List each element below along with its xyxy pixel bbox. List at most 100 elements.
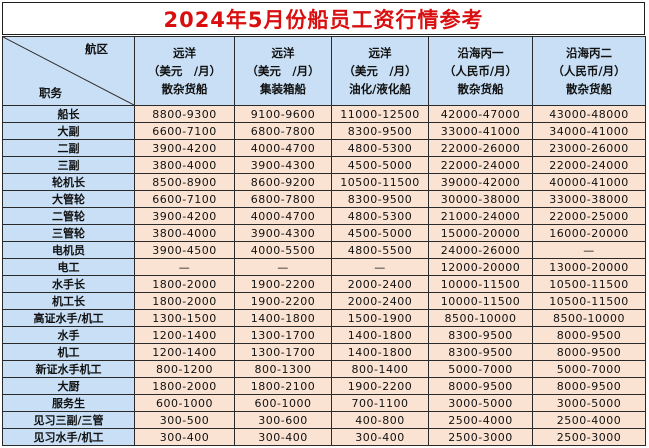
salary-cell: 30000-38000 bbox=[428, 190, 533, 208]
salary-cell: 8000-9500 bbox=[532, 343, 646, 361]
salary-cell: 600-1000 bbox=[234, 394, 332, 412]
salary-cell: 300-400 bbox=[234, 428, 332, 446]
salary-cell: 1800-2100 bbox=[234, 377, 332, 395]
salary-cell: 40000-41000 bbox=[532, 173, 646, 191]
salary-cell: 4000-4700 bbox=[234, 207, 332, 225]
salary-cell: 8000-9500 bbox=[428, 377, 533, 395]
table-row: 电机员 3900-4500 4000-5500 4800-5500 24000-2600… bbox=[2, 241, 646, 259]
salary-cell: 13000-20000 bbox=[532, 258, 646, 276]
salary-cell: 8000-9500 bbox=[532, 326, 646, 344]
salary-cell: 6800-7800 bbox=[234, 190, 332, 208]
column-header: 沿海丙二 （人民币/月） 散杂货船 bbox=[532, 36, 646, 106]
column-header-line2: （人民币/月） bbox=[443, 64, 518, 78]
salary-cell: 8300-9500 bbox=[428, 343, 533, 361]
salary-cell: 34000-41000 bbox=[532, 122, 646, 140]
position-cell: 电机员 bbox=[2, 241, 135, 259]
salary-cell: — bbox=[331, 258, 429, 276]
salary-cell: 8600-9200 bbox=[234, 173, 332, 191]
salary-cell: 8500-8900 bbox=[134, 173, 235, 191]
salary-cell: 15000-20000 bbox=[428, 224, 533, 242]
salary-cell: 10500-11500 bbox=[532, 292, 646, 310]
salary-cell: 2500-3000 bbox=[428, 428, 533, 446]
header-row: 航区 职务 远洋 （美元 /月） 散杂货船 远洋 （美元 /月） 集装箱船 远洋… bbox=[2, 36, 646, 106]
salary-cell: 3900-4500 bbox=[134, 241, 235, 259]
salary-cell: 16000-20000 bbox=[532, 224, 646, 242]
salary-cell: 33000-41000 bbox=[428, 122, 533, 140]
salary-cell: 22000-25000 bbox=[532, 207, 646, 225]
table-row: 二管轮 3900-4200 4000-4700 4800-5300 21000-2400… bbox=[2, 207, 646, 225]
salary-cell: 3800-4000 bbox=[134, 224, 235, 242]
salary-cell: 1300-1700 bbox=[234, 326, 332, 344]
column-header-line1: 沿海丙一 bbox=[457, 46, 504, 60]
position-cell: 三管轮 bbox=[2, 224, 135, 242]
salary-cell: 800-1200 bbox=[134, 360, 235, 378]
salary-cell: 1200-1400 bbox=[134, 326, 235, 344]
table-row: 高证水手/机工 1300-1500 1400-1800 1500-1900 8500-1… bbox=[2, 309, 646, 327]
position-cell: 轮机长 bbox=[2, 173, 135, 191]
salary-cell: 3900-4200 bbox=[134, 207, 235, 225]
salary-cell: 2500-3000 bbox=[532, 428, 646, 446]
salary-cell: 12000-20000 bbox=[428, 258, 533, 276]
salary-cell: 2000-2400 bbox=[331, 275, 429, 293]
salary-cell: 8000-9500 bbox=[532, 377, 646, 395]
salary-cell: 400-800 bbox=[331, 411, 429, 429]
salary-cell: 24000-26000 bbox=[428, 241, 533, 259]
position-cell: 见习水手/机工 bbox=[2, 428, 135, 446]
salary-cell: 800-1300 bbox=[234, 360, 332, 378]
column-header: 远洋 （美元 /月） 油化/液化船 bbox=[331, 36, 429, 106]
page-title: 2024年5月份船员工资行情参考 bbox=[163, 7, 484, 32]
salary-cell: 1300-1700 bbox=[234, 343, 332, 361]
salary-cell: 6600-7100 bbox=[134, 190, 235, 208]
salary-cell: 5000-7000 bbox=[428, 360, 533, 378]
salary-cell: 23000-26000 bbox=[532, 139, 646, 157]
salary-cell: 1400-1800 bbox=[234, 309, 332, 327]
table-row: 新证水手机工 800-1200 800-1300 800-1400 5000-7000 5… bbox=[2, 360, 646, 378]
salary-cell: 4500-5000 bbox=[331, 156, 429, 174]
position-cell: 大管轮 bbox=[2, 190, 135, 208]
column-header-line3: 集装箱船 bbox=[260, 82, 306, 96]
salary-cell: 300-400 bbox=[134, 428, 235, 446]
salary-cell: 11000-12500 bbox=[331, 105, 429, 123]
salary-cell: — bbox=[234, 258, 332, 276]
position-cell: 见习三副/三管 bbox=[2, 411, 135, 429]
column-header-line1: 沿海丙二 bbox=[566, 46, 612, 60]
corner-header-cell: 航区 职务 bbox=[2, 36, 135, 106]
table-row: 大管轮 6600-7100 6800-7800 8300-9500 30000-3800… bbox=[2, 190, 646, 208]
table-row: 轮机长 8500-8900 8600-9200 10500-11500 39000-42… bbox=[2, 173, 646, 191]
salary-cell: 300-600 bbox=[234, 411, 332, 429]
salary-cell: 8300-9500 bbox=[331, 122, 429, 140]
column-header: 远洋 （美元 /月） 集装箱船 bbox=[234, 36, 332, 106]
column-header-line2: （美元 /月） bbox=[343, 64, 417, 78]
salary-cell: 1800-2000 bbox=[134, 275, 235, 293]
table-row: 大副 6600-7100 6800-7800 8300-9500 33000-41000… bbox=[2, 122, 646, 140]
salary-table: 航区 职务 远洋 （美元 /月） 散杂货船 远洋 （美元 /月） 集装箱船 远洋… bbox=[2, 36, 646, 446]
table-row: 机工 1200-1400 1300-1700 1400-1800 8300-9500 80… bbox=[2, 343, 646, 361]
table-row: 三副 3800-4000 3900-4300 4500-5000 22000-24000… bbox=[2, 156, 646, 174]
table-row: 船长 8800-9300 9100-9600 11000-12500 42000-470… bbox=[2, 105, 646, 123]
salary-cell: 8300-9500 bbox=[428, 326, 533, 344]
title-bar: 2024年5月份船员工资行情参考 bbox=[2, 2, 645, 35]
salary-cell: 8300-9500 bbox=[331, 190, 429, 208]
salary-cell: 43000-48000 bbox=[532, 105, 646, 123]
column-header-line3: 散杂货船 bbox=[457, 82, 504, 96]
salary-cell: 39000-42000 bbox=[428, 173, 533, 191]
salary-cell: 1500-1900 bbox=[331, 309, 429, 327]
salary-cell: 22000-26000 bbox=[428, 139, 533, 157]
salary-cell: 1900-2200 bbox=[331, 377, 429, 395]
table-row: 机工长 1800-2000 1900-2200 2000-2400 10000-1150… bbox=[2, 292, 646, 310]
column-header: 沿海丙一 （人民币/月） 散杂货船 bbox=[428, 36, 533, 106]
salary-cell: 300-400 bbox=[331, 428, 429, 446]
salary-cell: 600-1000 bbox=[134, 394, 235, 412]
salary-cell: 1200-1400 bbox=[134, 343, 235, 361]
table-row: 见习水手/机工 300-400 300-400 300-400 2500-3000 250… bbox=[2, 428, 646, 446]
salary-cell: 8500-10000 bbox=[532, 309, 646, 327]
column-header-line1: 远洋 bbox=[368, 46, 392, 60]
salary-cell: 1300-1500 bbox=[134, 309, 235, 327]
salary-cell: 4800-5300 bbox=[331, 207, 429, 225]
corner-label-area: 航区 bbox=[85, 42, 108, 56]
salary-cell: 3800-4000 bbox=[134, 156, 235, 174]
salary-cell: 2500-4000 bbox=[428, 411, 533, 429]
salary-cell: 3000-5000 bbox=[532, 394, 646, 412]
salary-cell: 300-500 bbox=[134, 411, 235, 429]
